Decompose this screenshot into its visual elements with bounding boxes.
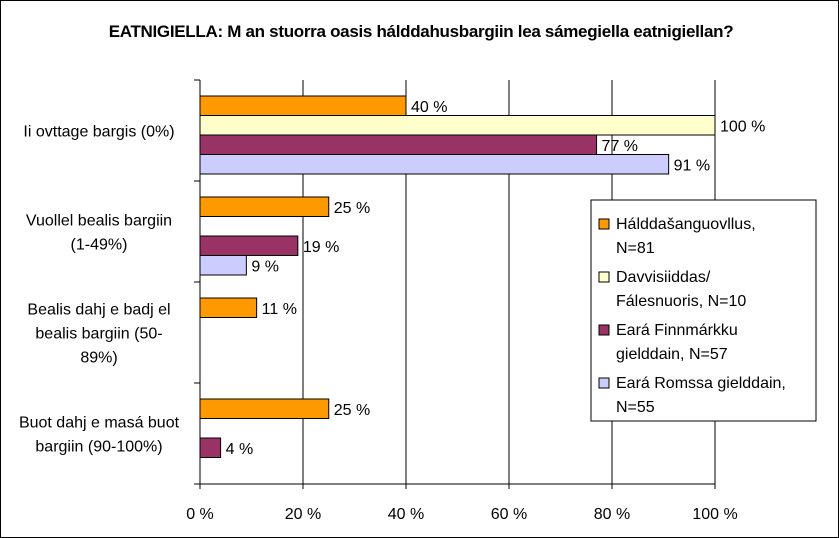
x-tick-label: 40 % xyxy=(388,506,424,523)
category-label: Bealis dahj e badj el xyxy=(27,302,170,319)
data-label: 11 % xyxy=(262,301,297,318)
legend-label: Hálddašanguovllus, xyxy=(616,216,756,233)
data-label: 100 % xyxy=(720,118,765,135)
legend-swatch xyxy=(598,377,610,389)
category-label: Vuollel bealis bargiin xyxy=(26,213,172,230)
legend-label: N=55 xyxy=(616,399,655,416)
bar xyxy=(199,297,258,318)
legend-swatch xyxy=(598,218,610,230)
x-tick-label: 60 % xyxy=(491,506,527,523)
bar xyxy=(199,235,299,256)
data-label: 77 % xyxy=(602,138,638,155)
legend-swatch xyxy=(598,271,610,283)
category-label: 89%) xyxy=(80,350,117,367)
legend-swatch xyxy=(598,324,610,336)
bar xyxy=(199,398,330,419)
data-label: 91 % xyxy=(674,157,710,174)
data-label: 4 % xyxy=(226,441,254,458)
legend xyxy=(590,199,817,422)
legend-label: Davvisiiddas/ xyxy=(616,269,711,286)
data-label: 40 % xyxy=(411,99,447,116)
bar xyxy=(199,255,247,276)
bar xyxy=(199,437,222,458)
x-tick-label: 20 % xyxy=(285,506,321,523)
data-label: 19 % xyxy=(303,239,339,256)
category-label: bealis bargiin (50- xyxy=(35,326,162,343)
bar xyxy=(199,115,716,136)
bar xyxy=(199,196,330,217)
x-tick-label: 0 % xyxy=(186,506,214,523)
x-tick-label: 100 % xyxy=(692,506,737,523)
legend-label: N=81 xyxy=(616,240,655,257)
legend-label: Eará Finnmárkku xyxy=(616,322,738,339)
legend-label: Fálesnuoris, N=10 xyxy=(616,293,746,310)
category-label: Ii ovttage bargis (0%) xyxy=(23,124,174,141)
category-label: Buot dahj e masá buot xyxy=(19,415,180,432)
category-label: (1-49%) xyxy=(71,237,128,254)
legend-label: Eará Romssa gielddain, xyxy=(616,375,786,392)
chart-title: EATNIGIELLA: M an stuorra oasis hálddahu… xyxy=(108,22,734,41)
data-label: 9 % xyxy=(251,258,279,275)
category-label: bargiin (90-100%) xyxy=(35,439,162,456)
legend-label: gielddain, N=57 xyxy=(616,346,728,363)
data-label: 25 % xyxy=(334,200,370,217)
bar xyxy=(199,154,670,175)
data-label: 25 % xyxy=(334,402,370,419)
x-tick-label: 80 % xyxy=(594,506,630,523)
bar xyxy=(199,95,407,116)
bar xyxy=(199,134,598,155)
